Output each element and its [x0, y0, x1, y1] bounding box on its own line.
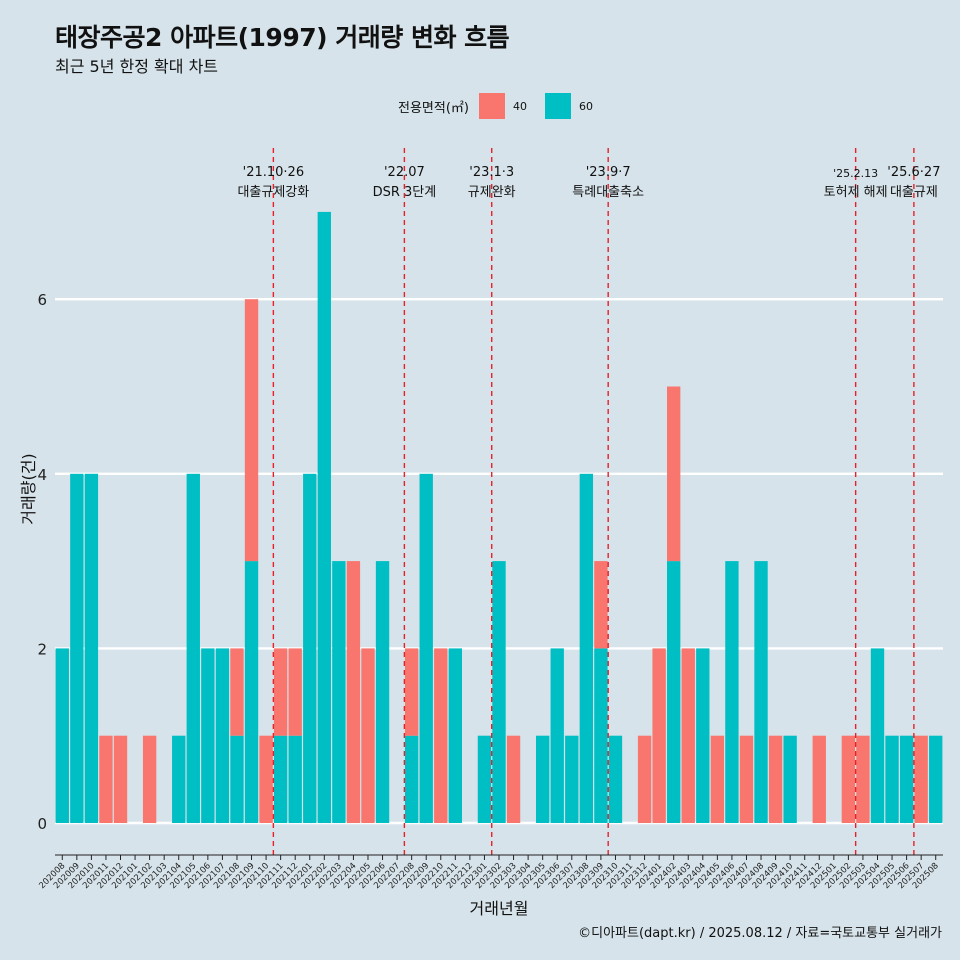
bar-segment-40 — [404, 648, 419, 736]
bar-segment-60 — [535, 735, 550, 823]
bar-segment-60 — [70, 473, 84, 823]
x-axis-title: 거래년월 — [470, 899, 529, 918]
bar-segment-40 — [681, 648, 695, 823]
legend-title: 전용면적(㎡) — [398, 100, 469, 116]
bar-segment-60 — [448, 648, 463, 823]
bar-segment-60 — [215, 648, 230, 823]
bar-segment-40 — [667, 386, 681, 562]
bar-segment-60 — [725, 561, 739, 823]
event-name-label: 규제완화 — [468, 185, 516, 200]
event-name-label: 대출규제강화 — [237, 185, 309, 200]
bar-segment-60 — [419, 473, 433, 823]
event-date-label: '23.9·7 — [586, 165, 631, 180]
bar-segment-40 — [244, 299, 259, 562]
event-date-label: '25.6·27 — [887, 165, 940, 180]
legend-key-60 — [544, 93, 571, 119]
bar-segment-40 — [506, 735, 521, 823]
chart-subtitle: 최근 5년 한정 확대 차트 — [55, 57, 219, 76]
event-name-label: DSR 3단계 — [373, 185, 437, 200]
bar-segment-40 — [594, 561, 608, 649]
bar-segment-60 — [84, 473, 99, 823]
event-date-label: '23.1·3 — [469, 165, 514, 180]
bar-segment-60 — [55, 648, 69, 823]
bar-segment-60 — [303, 473, 317, 823]
bar-segment-60 — [550, 648, 564, 823]
bar-segment-40 — [434, 648, 448, 823]
event-date-label: '21.10·26 — [243, 165, 304, 180]
event-name-label: 대출규제 — [890, 185, 938, 200]
bar-segment-60 — [608, 735, 623, 823]
bar-segment-40 — [652, 648, 666, 823]
event-date-label: '25.2.13 — [833, 167, 878, 180]
bar-segment-40 — [142, 735, 157, 823]
bar-segment-60 — [404, 735, 419, 823]
bar-segment-40 — [637, 735, 652, 823]
bar-segment-60 — [477, 735, 492, 823]
bar-segment-40 — [361, 648, 375, 823]
bar-segment-60 — [870, 648, 885, 823]
bar-segment-40 — [273, 648, 288, 736]
bar-segment-40 — [856, 735, 870, 823]
bar-segment-60 — [186, 473, 200, 823]
bar-segment-60 — [565, 735, 579, 823]
y-tick-label: 2 — [37, 640, 47, 658]
y-tick-label: 4 — [37, 466, 47, 484]
bar-segment-40 — [230, 648, 244, 736]
bar-segment-40 — [259, 735, 273, 823]
bar-segment-60 — [273, 735, 288, 823]
y-tick-label: 0 — [37, 815, 47, 833]
bar-segment-40 — [841, 735, 856, 823]
chart-title: 태장주공2 아파트(1997) 거래량 변화 흐름 — [55, 23, 510, 52]
bar-segment-60 — [929, 735, 943, 823]
bar-segment-40 — [812, 735, 826, 823]
event-name-label: 특례대출축소 — [572, 185, 644, 200]
bar-segment-60 — [754, 561, 768, 823]
bar-segment-60 — [594, 648, 608, 823]
bar-segment-60 — [288, 735, 302, 823]
bar-segment-60 — [172, 735, 186, 823]
bar-segment-60 — [899, 735, 914, 823]
y-axis-title: 거래량(건) — [19, 453, 38, 524]
legend-key-40 — [478, 93, 505, 119]
bar-segment-60 — [317, 211, 331, 823]
bar-segment-60 — [492, 561, 506, 823]
bar-segment-60 — [332, 561, 346, 823]
event-date-label: '22.07 — [384, 165, 425, 180]
bar-segment-40 — [113, 735, 128, 823]
bar-segment-60 — [230, 735, 244, 823]
legend-label-60: 60 — [578, 99, 593, 113]
bar-segment-40 — [710, 735, 725, 823]
bar-segment-60 — [667, 561, 681, 823]
bar-segment-40 — [346, 561, 361, 823]
legend: 전용면적(㎡) 40 60 — [398, 93, 611, 119]
bar-segment-60 — [579, 473, 594, 823]
bar-segment-40 — [768, 735, 783, 823]
bar-segment-40 — [99, 735, 113, 823]
bar-segment-60 — [885, 735, 899, 823]
bar-segment-40 — [288, 648, 302, 736]
bar-segment-40 — [914, 735, 928, 823]
y-tick-label: 6 — [37, 291, 47, 309]
bar-segment-40 — [739, 735, 754, 823]
source-caption: ©디아파트(dapt.kr) / 2025.08.12 / 자료=국토교통부 실… — [578, 926, 942, 941]
event-name-label: 토허제 해제 — [824, 185, 888, 200]
bar-segment-60 — [696, 648, 710, 823]
bar-segment-60 — [244, 561, 259, 823]
bar-segment-60 — [375, 561, 390, 823]
bar-segment-60 — [783, 735, 797, 823]
legend-label-40: 40 — [512, 99, 527, 113]
bar-segment-60 — [201, 648, 215, 823]
